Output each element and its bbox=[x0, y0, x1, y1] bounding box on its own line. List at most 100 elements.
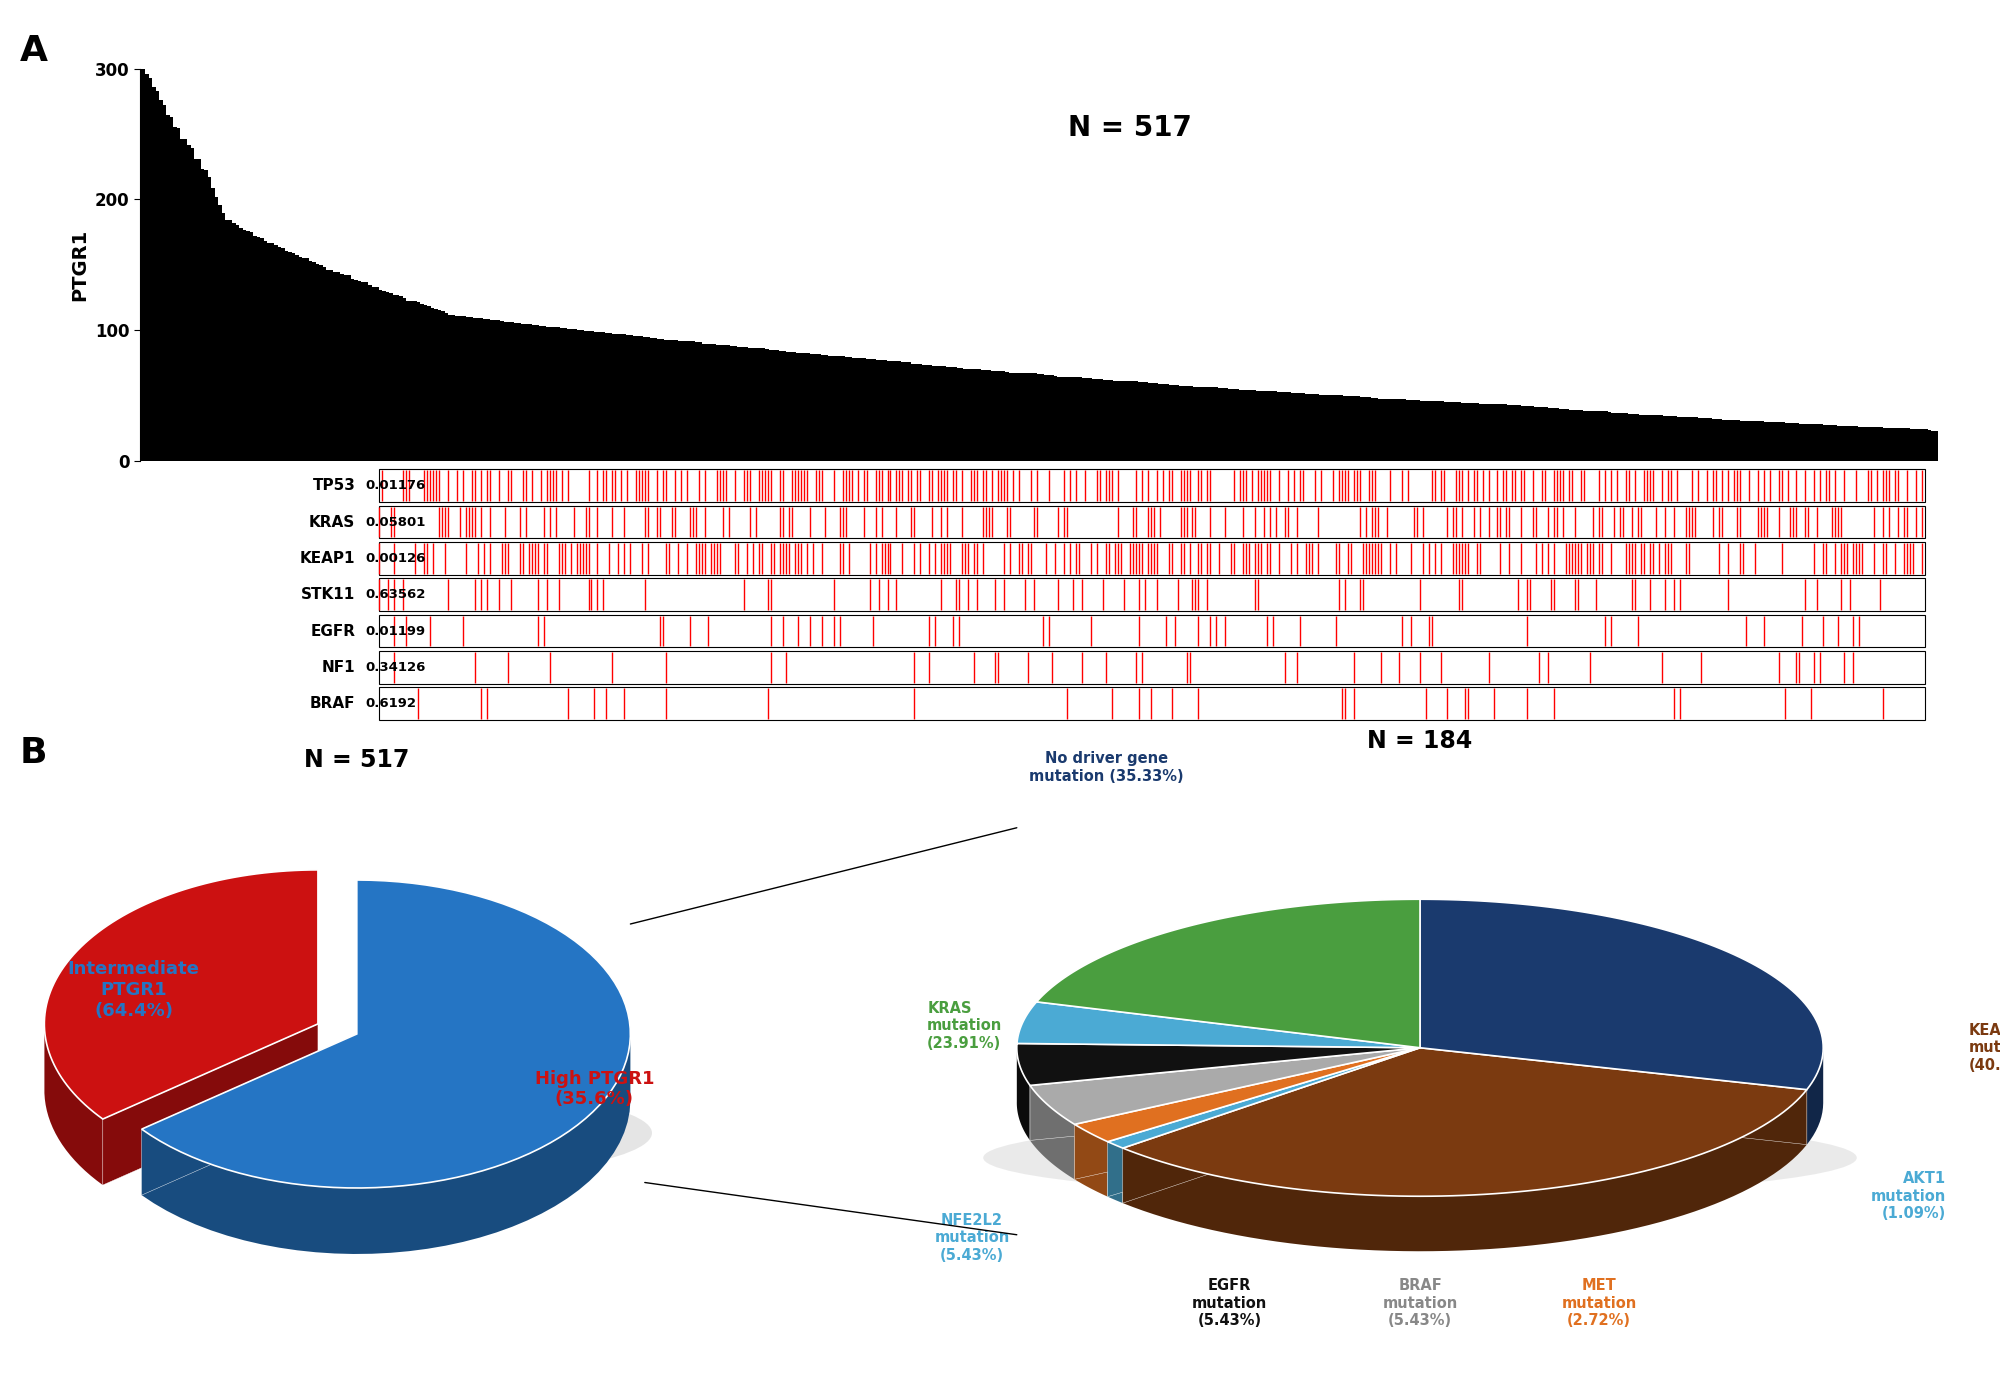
Bar bbox=[762, 348, 766, 461]
Bar bbox=[1124, 381, 1128, 461]
Bar bbox=[162, 106, 166, 461]
Text: KEAP1: KEAP1 bbox=[300, 551, 356, 566]
Polygon shape bbox=[1030, 1048, 1420, 1140]
Bar bbox=[750, 348, 754, 461]
Bar bbox=[626, 334, 630, 461]
Bar bbox=[1116, 381, 1120, 461]
Bar bbox=[1604, 411, 1608, 461]
Bar bbox=[200, 169, 204, 461]
Bar bbox=[646, 337, 650, 461]
Bar bbox=[1318, 395, 1322, 461]
Bar bbox=[1050, 375, 1054, 461]
Bar bbox=[1342, 396, 1346, 461]
Bar bbox=[698, 342, 702, 461]
Bar bbox=[748, 348, 752, 461]
Bar bbox=[998, 371, 1002, 461]
Bar bbox=[828, 356, 832, 461]
Bar bbox=[800, 353, 804, 461]
Bar bbox=[1030, 374, 1034, 461]
Bar bbox=[242, 230, 246, 461]
Bar bbox=[322, 268, 326, 461]
Bar bbox=[524, 323, 528, 461]
Bar bbox=[1440, 402, 1444, 461]
Polygon shape bbox=[44, 870, 318, 1119]
Bar bbox=[1168, 385, 1172, 461]
Bar bbox=[886, 360, 890, 461]
Bar bbox=[810, 355, 814, 461]
Bar bbox=[1248, 390, 1252, 461]
Bar bbox=[1664, 415, 1666, 461]
Bar bbox=[382, 290, 386, 461]
Bar bbox=[1892, 428, 1896, 461]
Bar bbox=[1384, 399, 1388, 461]
Bar bbox=[654, 338, 658, 461]
Bar bbox=[1064, 377, 1068, 461]
Bar bbox=[616, 334, 618, 461]
Bar bbox=[1628, 414, 1632, 461]
Text: KEAP1
mutation
(40.22%): KEAP1 mutation (40.22%) bbox=[1968, 1023, 2000, 1072]
Bar bbox=[1904, 428, 1908, 461]
Bar bbox=[298, 257, 302, 461]
Bar bbox=[556, 327, 560, 461]
Text: KRAS: KRAS bbox=[310, 514, 356, 529]
Bar bbox=[172, 126, 176, 461]
Bar bbox=[344, 275, 348, 461]
Bar bbox=[1058, 377, 1060, 461]
Bar bbox=[1680, 417, 1684, 461]
Bar bbox=[1126, 381, 1130, 461]
Bar bbox=[1462, 403, 1464, 461]
Bar bbox=[402, 298, 406, 461]
Bar bbox=[1530, 406, 1534, 461]
Bar bbox=[820, 355, 824, 461]
Bar bbox=[1234, 389, 1238, 461]
Bar bbox=[1594, 411, 1598, 461]
Bar bbox=[1820, 425, 1824, 461]
Bar bbox=[1072, 377, 1074, 461]
Bar bbox=[1110, 381, 1114, 461]
Bar bbox=[208, 177, 212, 461]
Ellipse shape bbox=[62, 1084, 652, 1182]
Bar bbox=[960, 368, 964, 461]
Bar bbox=[1872, 428, 1876, 461]
Bar bbox=[1458, 402, 1462, 461]
Bar bbox=[1490, 404, 1492, 461]
Polygon shape bbox=[1122, 1048, 1420, 1203]
Bar bbox=[476, 318, 480, 461]
Bar bbox=[1138, 382, 1142, 461]
Bar bbox=[1622, 414, 1624, 461]
Bar bbox=[180, 139, 184, 461]
Bar bbox=[1280, 392, 1284, 461]
Bar bbox=[380, 506, 1926, 539]
Bar bbox=[294, 254, 298, 461]
Bar bbox=[980, 370, 984, 461]
Bar bbox=[786, 352, 790, 461]
Bar bbox=[226, 220, 228, 461]
Text: EGFR
mutation
(5.43%): EGFR mutation (5.43%) bbox=[1192, 1279, 1268, 1328]
Bar bbox=[380, 650, 1926, 683]
Bar bbox=[142, 69, 146, 461]
Bar bbox=[380, 469, 1926, 502]
Bar bbox=[838, 356, 842, 461]
Bar bbox=[396, 294, 400, 461]
Polygon shape bbox=[1074, 1125, 1108, 1196]
Polygon shape bbox=[142, 1034, 356, 1195]
Bar bbox=[632, 336, 636, 461]
Polygon shape bbox=[1420, 1048, 1806, 1144]
Bar bbox=[1328, 395, 1332, 461]
Bar bbox=[170, 117, 174, 461]
Bar bbox=[966, 368, 970, 461]
Bar bbox=[950, 367, 954, 461]
Bar bbox=[842, 356, 846, 461]
Bar bbox=[536, 324, 538, 461]
Bar bbox=[796, 352, 800, 461]
Bar bbox=[928, 366, 932, 461]
Bar bbox=[1520, 406, 1524, 461]
Bar bbox=[1354, 396, 1356, 461]
Bar bbox=[340, 274, 344, 461]
Bar bbox=[330, 270, 334, 461]
Bar bbox=[1200, 386, 1204, 461]
Bar bbox=[1638, 414, 1642, 461]
Text: KRAS
mutation
(23.91%): KRAS mutation (23.91%) bbox=[928, 1001, 1002, 1050]
Bar bbox=[1412, 400, 1416, 461]
Bar bbox=[1204, 388, 1208, 461]
